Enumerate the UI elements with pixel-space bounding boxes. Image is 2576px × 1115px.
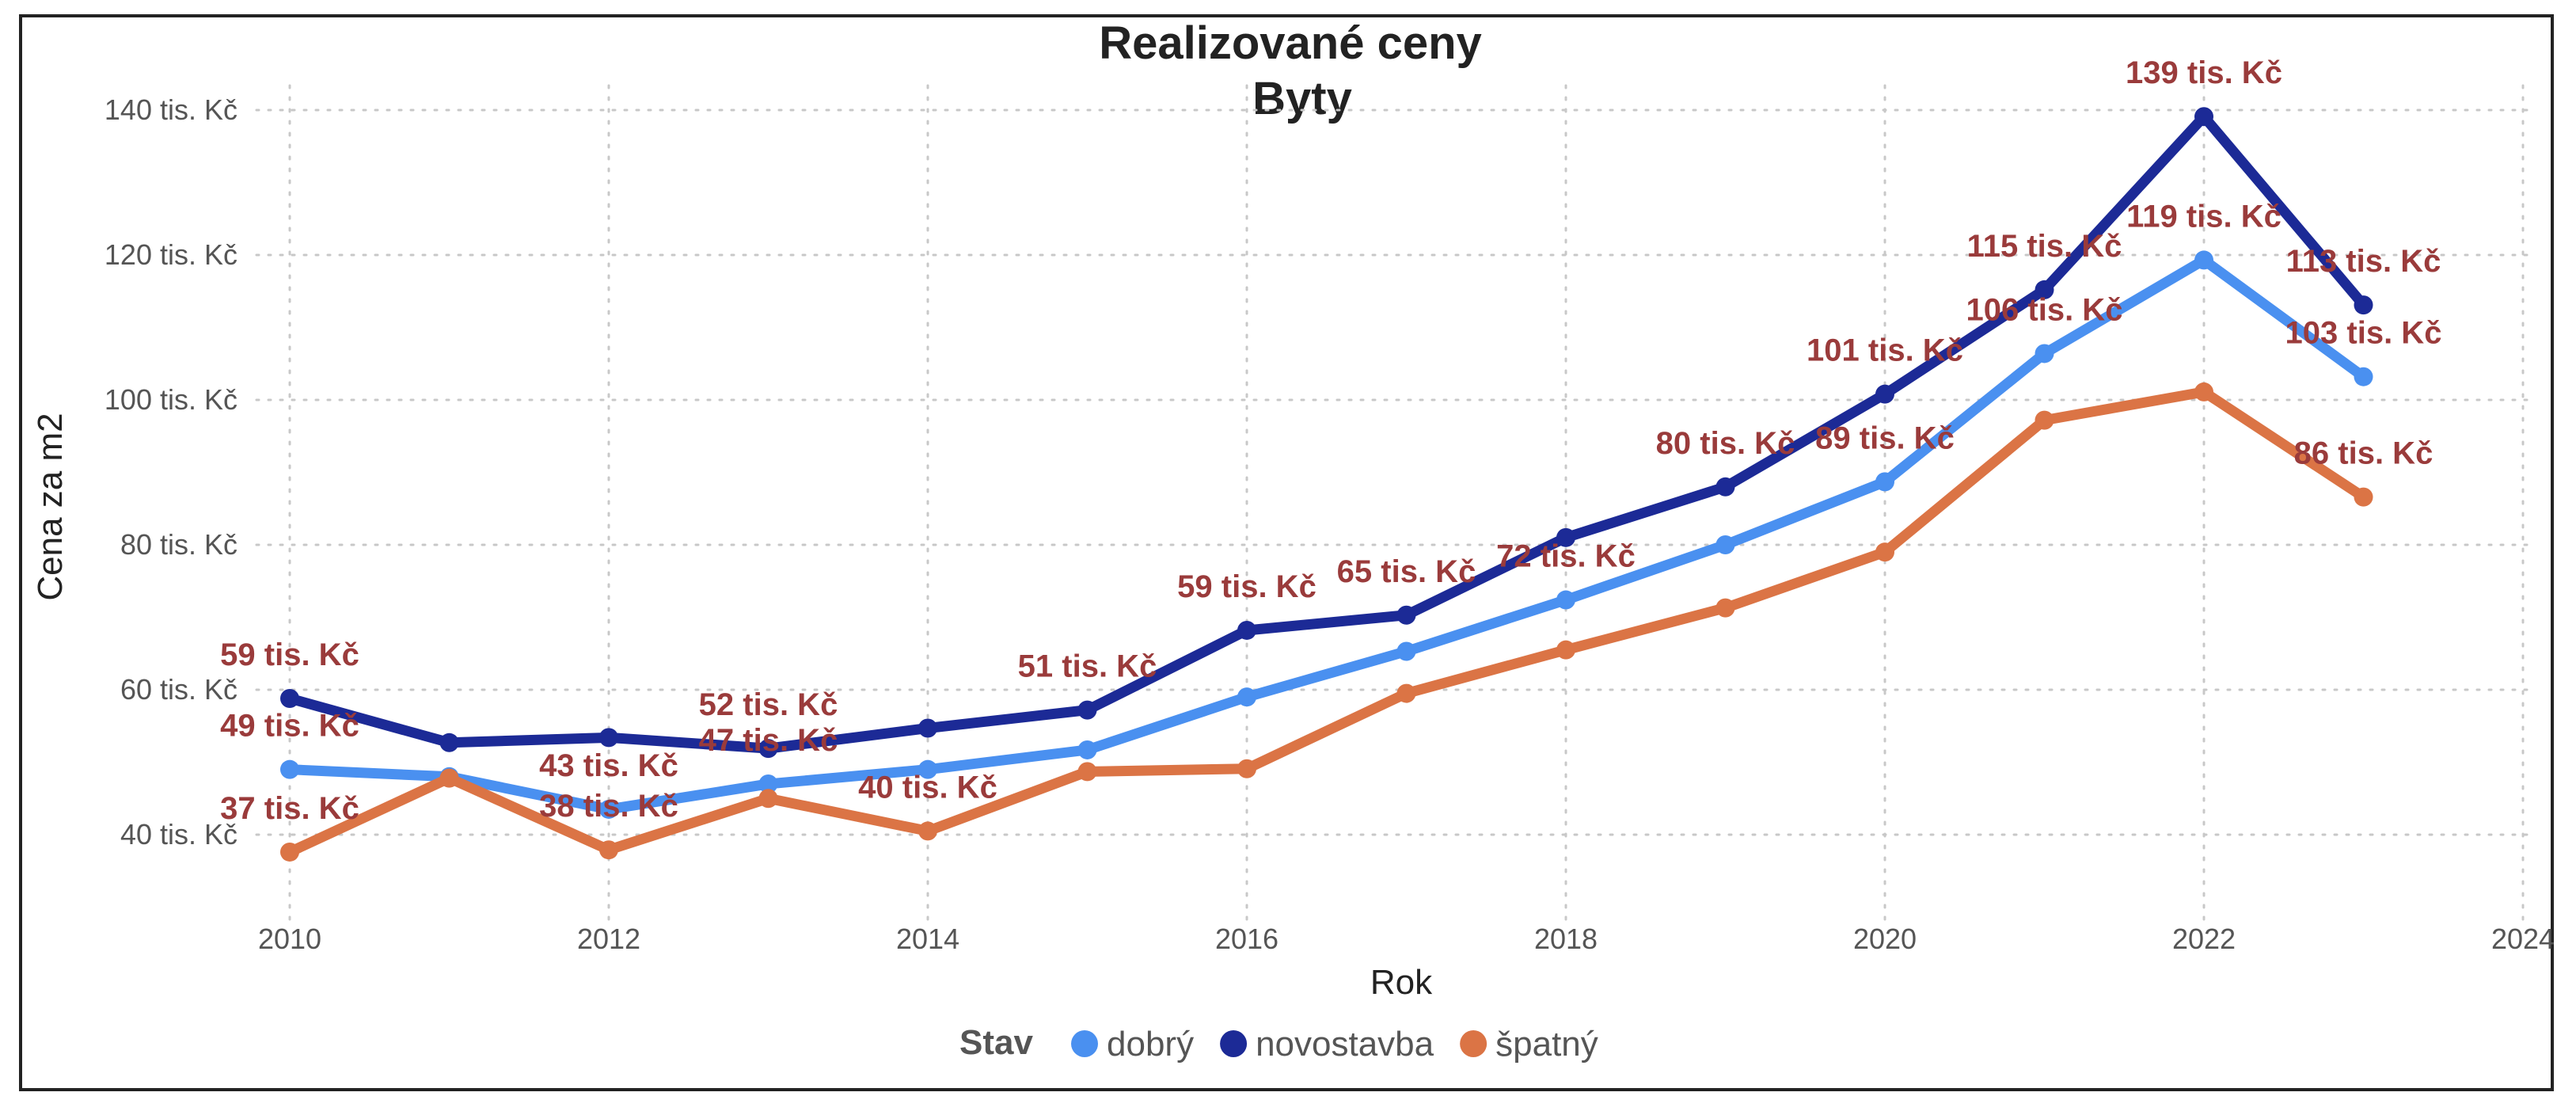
y-tick-label: 140 tis. Kč: [104, 93, 237, 126]
chart-title: Realizované ceny: [1099, 17, 1482, 69]
data-labels: 49 tis. Kč 43 tis. Kč 47 tis. Kč 72 tis. Kč…: [220, 55, 2441, 826]
data-label-dobry: 49 tis. Kč: [220, 709, 359, 744]
data-point-spatny: [1715, 598, 1735, 618]
data-point-dobry: [599, 799, 618, 819]
legend-marker-novostavba: [1220, 1030, 1248, 1057]
data-point-novostavba: [2194, 107, 2213, 127]
legend-entry-spatny: špatný: [1495, 1025, 1598, 1064]
data-point-dobry: [758, 774, 778, 793]
data-point-dobry: [1077, 740, 1097, 759]
x-tick-label: 2010: [258, 923, 321, 955]
data-point-spatny: [2035, 410, 2054, 430]
data-point-spatny: [758, 789, 778, 809]
data-point-dobry: [1715, 535, 1735, 554]
legend: Stav dobrý novostavba špatný: [959, 1023, 1598, 1064]
series-lines: [284, 111, 2369, 858]
data-point-dobry: [918, 759, 937, 779]
y-tick-label: 120 tis. Kč: [104, 238, 237, 271]
data-point-novostavba: [1556, 527, 1575, 547]
data-point-dobry: [2194, 250, 2213, 270]
data-point-spatny: [1237, 759, 1256, 778]
x-tick-label: 2016: [1215, 923, 1279, 955]
y-tick-label: 60 tis. Kč: [120, 673, 237, 706]
data-point-spatny: [280, 842, 299, 862]
data-point-spatny: [1077, 762, 1097, 782]
data-label-novostavba: 65 tis. Kč: [1337, 554, 1476, 589]
legend-entry-novostavba: novostavba: [1256, 1025, 1434, 1064]
data-label-dobry: 72 tis. Kč: [1496, 539, 1636, 574]
data-point-dobry: [1237, 687, 1256, 707]
data-point-spatny: [1556, 640, 1575, 660]
data-label-dobry: 106 tis. Kč: [1966, 292, 2123, 327]
legend-title: Stav: [959, 1023, 1033, 1062]
grid: [255, 84, 2532, 922]
data-label-spatny: 38 tis. Kč: [539, 789, 678, 824]
data-label-novostavba: 59 tis. Kč: [220, 637, 359, 672]
x-tick-label: 2024: [2491, 923, 2555, 955]
data-label-novostavba: 80 tis. Kč: [1656, 426, 1795, 461]
data-label-novostavba: 139 tis. Kč: [2126, 55, 2282, 90]
y-tick-label: 40 tis. Kč: [120, 818, 237, 851]
data-point-novostavba: [2035, 280, 2054, 299]
data-label-dobry: 43 tis. Kč: [539, 748, 678, 783]
data-point-novostavba: [280, 688, 299, 708]
data-point-spatny: [2194, 382, 2213, 401]
y-axis-title: Cena za m2: [31, 413, 70, 600]
x-tick-label: 2012: [577, 923, 640, 955]
data-point-novostavba: [1237, 620, 1256, 640]
data-point-spatny: [2354, 487, 2373, 507]
data-point-spatny: [1396, 683, 1416, 703]
data-point-spatny: [599, 840, 618, 860]
data-point-novostavba: [918, 718, 937, 738]
data-point-spatny: [918, 821, 937, 841]
data-point-dobry: [2354, 367, 2373, 386]
data-point-novostavba: [1396, 605, 1416, 625]
legend-marker-dobry: [1071, 1030, 1098, 1057]
series-line-dobry: [284, 254, 2369, 815]
data-point-spatny: [439, 768, 459, 788]
data-point-dobry: [280, 759, 299, 779]
data-label-novostavba: 115 tis. Kč: [1967, 229, 2122, 264]
data-point-novostavba: [1875, 384, 1894, 404]
data-label-novostavba: 59 tis. Kč: [1177, 569, 1316, 604]
data-label-dobry: 119 tis. Kč: [2126, 199, 2282, 234]
x-axis-ticks: 2010 2012 2014 2016 2018 2020 2022 2024: [258, 923, 2555, 955]
data-point-novostavba: [758, 739, 778, 759]
data-point-dobry: [1556, 590, 1575, 610]
y-tick-label: 80 tis. Kč: [120, 528, 237, 561]
data-point-novostavba: [439, 733, 459, 752]
data-label-dobry: 89 tis. Kč: [1815, 421, 1955, 455]
x-tick-label: 2014: [896, 923, 959, 955]
data-label-novostavba: 113 tis. Kč: [2286, 244, 2441, 279]
x-tick-label: 2022: [2172, 923, 2236, 955]
data-point-novostavba: [1715, 477, 1735, 497]
data-label-novostavba: 52 tis. Kč: [699, 687, 838, 722]
data-label-dobry: 47 tis. Kč: [699, 723, 838, 758]
x-tick-label: 2020: [1853, 923, 1917, 955]
series-line-spatny: [284, 386, 2369, 858]
series-line-novostavba: [284, 111, 2369, 754]
data-label-spatny: 86 tis. Kč: [2294, 436, 2434, 471]
data-label-novostavba: 101 tis. Kč: [1807, 333, 1963, 368]
data-point-dobry: [1875, 472, 1894, 492]
chart-subtitle: Byty: [1252, 73, 1352, 124]
x-tick-label: 2018: [1534, 923, 1598, 955]
data-point-dobry: [2035, 344, 2054, 363]
y-axis-ticks: 40 tis. Kč 60 tis. Kč 80 tis. Kč 100 tis. K…: [104, 93, 237, 851]
y-tick-label: 100 tis. Kč: [104, 383, 237, 416]
data-label-spatny: 37 tis. Kč: [220, 791, 359, 826]
legend-marker-spatny: [1460, 1030, 1487, 1057]
data-point-novostavba: [599, 728, 618, 748]
x-axis-title: Rok: [1370, 963, 1433, 1002]
data-label-dobry: 103 tis. Kč: [2285, 316, 2442, 351]
legend-entry-dobry: dobrý: [1107, 1025, 1194, 1064]
data-point-dobry: [1396, 641, 1416, 661]
data-label-novostavba: 51 tis. Kč: [1018, 649, 1157, 684]
data-point-novostavba: [2354, 295, 2373, 315]
data-point-novostavba: [1077, 700, 1097, 720]
data-label-spatny: 40 tis. Kč: [858, 770, 997, 805]
data-point-spatny: [1875, 542, 1894, 562]
series-points: [280, 107, 2373, 862]
